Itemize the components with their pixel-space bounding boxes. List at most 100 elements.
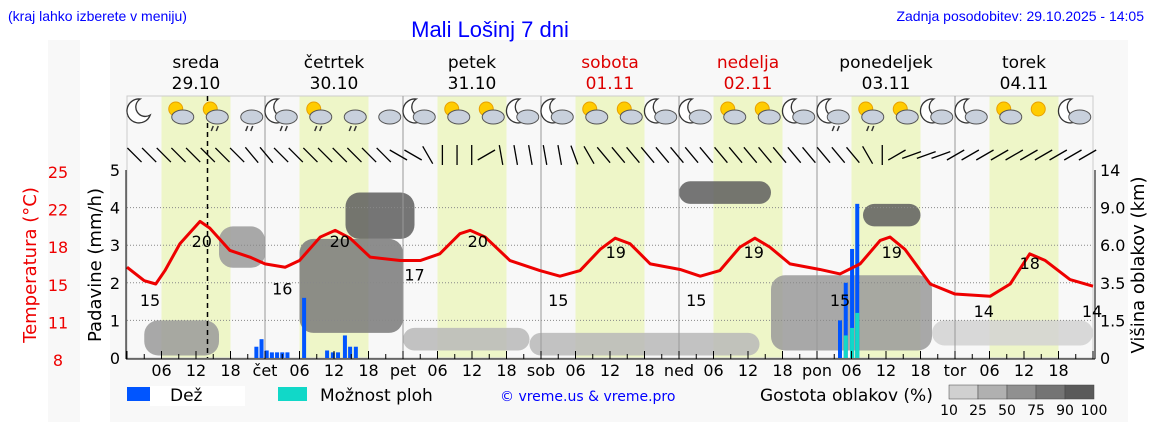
wind-barb <box>916 150 936 160</box>
wind-barb <box>302 147 318 163</box>
wind-barb <box>596 146 611 164</box>
cloud-layer <box>403 327 530 351</box>
temp-label: 14 <box>974 302 994 321</box>
copyright-link[interactable]: © vreme.us & vreme.pro <box>500 389 675 405</box>
cloud-rain-icon <box>343 109 367 132</box>
wind-barb <box>931 150 951 160</box>
temp-label: 15 <box>830 291 850 310</box>
wind-barb <box>317 147 333 163</box>
cloud-shape <box>792 109 816 125</box>
temp-tick: 25 <box>48 163 68 182</box>
cloud-layer <box>863 203 921 227</box>
temp-tick: 15 <box>48 276 68 295</box>
wind-barb <box>1005 149 1024 161</box>
sun-cloud-icon <box>996 101 1023 125</box>
cloud-shape <box>861 109 885 125</box>
moon-shape <box>126 98 152 124</box>
temp-label: 20 <box>468 232 488 251</box>
temp-label: 20 <box>330 232 350 251</box>
density-swatch <box>1035 384 1066 400</box>
legend-density-label: Gostota oblakov (%) <box>760 386 933 406</box>
wind-barb <box>570 145 579 165</box>
cloud-shape <box>205 109 229 125</box>
wind-barb <box>1034 149 1053 161</box>
wind-barb <box>557 145 563 165</box>
density-step-label: 100 <box>1081 403 1108 419</box>
moon-cloud-icon <box>1057 98 1092 125</box>
wind-barb <box>376 147 392 163</box>
page-title: Mali Lošinj 7 dni <box>411 17 569 42</box>
rain-drops <box>831 125 840 132</box>
rain-bar <box>348 346 353 358</box>
daytime-band <box>437 96 507 358</box>
legend-showers-label: Možnost ploh <box>320 386 433 406</box>
precip-axis-label: Padavine (mm/h) <box>85 188 106 342</box>
rain-bar <box>259 339 264 358</box>
wind-barb <box>961 149 980 161</box>
density-scale: 10 25 50 75 90 100 <box>940 384 1108 419</box>
cloud-shape <box>688 109 712 125</box>
cloud-layer <box>299 238 403 333</box>
temp-tick: 22 <box>48 201 68 220</box>
cloud-shape <box>757 109 781 125</box>
grid <box>127 96 1093 358</box>
x-hour-label: 18 <box>910 361 930 380</box>
showers-bar <box>850 327 855 358</box>
wind-barb <box>626 146 640 164</box>
sun-icon <box>1030 101 1046 117</box>
wind-barb <box>542 145 548 165</box>
cloud-shape <box>240 109 264 125</box>
moon-cloud-icon <box>919 98 954 125</box>
day-date: 30.10 <box>310 74 359 94</box>
x-day-label: čet <box>253 361 278 380</box>
x-hour-label: 18 <box>772 361 792 380</box>
rain-drops <box>866 125 875 132</box>
cloud-shape <box>550 109 574 125</box>
wind-barb <box>527 145 533 165</box>
density-swatch <box>977 384 1008 400</box>
showers-bar <box>843 335 848 358</box>
x-hour-label: 18 <box>634 361 654 380</box>
day-name: torek <box>1002 53 1046 73</box>
rain-bar <box>850 248 855 358</box>
showers-bar <box>855 312 860 358</box>
density-step-label: 90 <box>1056 403 1074 419</box>
x-hour-label: 06 <box>841 361 861 380</box>
x-hour-label: 06 <box>427 361 447 380</box>
cloud-shape <box>930 109 954 125</box>
temp-axis-label: Temperatura (°C) <box>20 187 41 344</box>
moon-cloud-icon <box>678 98 712 125</box>
wind-barb <box>1019 149 1038 161</box>
wind-barb <box>1078 149 1097 161</box>
precip-tick: 4 <box>110 199 120 218</box>
sun-cloud-icon <box>754 101 781 125</box>
region-hint[interactable]: (kraj lahko izberete v meniju) <box>8 8 187 24</box>
moon-cloud-rain-icon <box>816 98 850 132</box>
rain-drops <box>279 125 288 132</box>
cloud-shape <box>585 109 609 125</box>
cloud-layer <box>932 320 1093 346</box>
day-date: 01.11 <box>586 74 635 94</box>
wind-barb <box>477 149 496 161</box>
moon-cloud-icon <box>781 98 816 125</box>
cloud-shape <box>895 109 919 125</box>
cloud-shape <box>171 109 195 125</box>
wind-barb <box>498 145 504 165</box>
rain-bar <box>325 350 330 358</box>
x-hour-label: 12 <box>600 361 620 380</box>
x-hour-label: 18 <box>220 361 240 380</box>
x-hour-label: 06 <box>979 361 999 380</box>
moon-icon <box>126 98 152 124</box>
wind-barb <box>404 149 423 161</box>
x-hour-label: 12 <box>462 361 482 380</box>
wind-barb <box>887 149 906 161</box>
wind-barb <box>946 149 965 161</box>
x-hour-label: 06 <box>289 361 309 380</box>
cloud-shape <box>999 109 1023 125</box>
temp-label: 20 <box>192 232 212 251</box>
wind-barb <box>332 147 348 163</box>
temp-label: 14 <box>1082 302 1102 321</box>
cloud-tick: 1.5 <box>1100 311 1125 330</box>
cloud-shape <box>481 109 505 125</box>
